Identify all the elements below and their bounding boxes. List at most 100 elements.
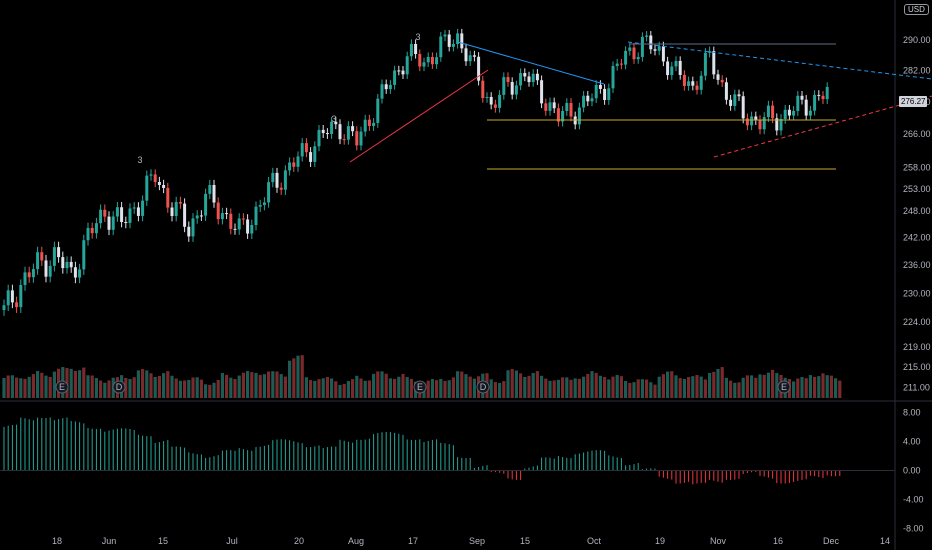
candle-body	[598, 84, 602, 89]
candle-body	[716, 74, 720, 80]
currency-badge[interactable]: USD	[904, 4, 929, 15]
volume-bar	[712, 371, 716, 398]
date-tick-label: 19	[655, 536, 665, 546]
candle-body	[195, 215, 199, 219]
candle-body	[250, 225, 254, 234]
volume-bar	[141, 369, 145, 398]
volume-bar	[569, 379, 573, 398]
candle-body	[615, 63, 619, 67]
volume-bar	[460, 371, 464, 398]
candle-body	[472, 55, 476, 57]
volume-bar	[439, 378, 443, 398]
volume-bar	[317, 379, 321, 398]
volume-bar	[720, 367, 724, 398]
candle-body	[128, 208, 132, 223]
event-badge-label: D	[480, 382, 487, 392]
volume-bar	[82, 367, 86, 398]
candle-body	[808, 110, 812, 116]
volume-bar	[682, 378, 686, 398]
candle-body	[52, 247, 56, 266]
candle-body	[787, 109, 791, 116]
candle-body	[246, 219, 250, 234]
event-badge	[413, 380, 427, 394]
candle-body	[355, 131, 359, 146]
candle-body	[426, 56, 430, 63]
candle-body	[531, 73, 535, 83]
volume-bar	[838, 380, 842, 398]
volume-bar	[187, 379, 191, 398]
candle-body	[477, 56, 481, 81]
osc-tick-label: 8.00	[903, 407, 921, 417]
candle-body	[414, 43, 418, 55]
volume-bar	[246, 371, 250, 398]
volume-bar	[48, 376, 52, 398]
volume-bar	[603, 376, 607, 398]
volume-bar	[456, 371, 460, 398]
price-tick-label: 258.00	[903, 163, 931, 173]
volume-bar	[535, 371, 539, 398]
volume-bar	[178, 380, 182, 398]
volume-bar	[834, 378, 838, 398]
candle-body	[813, 94, 817, 111]
candle-body	[594, 84, 598, 99]
candle-body	[107, 216, 111, 230]
candle-body	[695, 85, 699, 90]
date-tick-label: 15	[520, 536, 530, 546]
volume-bar	[796, 378, 800, 398]
volume-bar	[262, 374, 266, 398]
candle-body	[687, 81, 691, 86]
date-tick-label: 16	[773, 536, 783, 546]
candle-body	[544, 103, 548, 111]
date-tick-label: 15	[158, 536, 168, 546]
candle-body	[241, 218, 245, 220]
candle-body	[691, 81, 695, 86]
volume-bar	[10, 375, 14, 398]
candle-body	[636, 56, 640, 60]
candle-body	[187, 226, 191, 237]
candle-body	[552, 102, 556, 109]
volume-bar	[628, 382, 632, 398]
volume-bar	[800, 377, 804, 398]
candle-body	[376, 98, 380, 123]
candle-body	[288, 162, 292, 171]
volume-bar	[745, 375, 749, 398]
osc-tick-label: -8.00	[903, 524, 924, 534]
volume-bar	[565, 377, 569, 398]
candle-body	[94, 223, 98, 234]
volume-bar	[577, 378, 581, 398]
candle-body	[342, 139, 346, 141]
volume-bar	[636, 379, 640, 398]
volume-bar	[250, 372, 254, 398]
candle-body	[111, 216, 115, 230]
osc-tick-label: -4.00	[903, 495, 924, 505]
volume-bar	[716, 368, 720, 398]
candle-body	[779, 118, 783, 131]
volume-bar	[321, 378, 325, 398]
volume-bar	[153, 376, 157, 398]
volume-bar	[443, 380, 447, 398]
volume-bar	[598, 375, 602, 398]
candle-body	[737, 94, 741, 97]
candle-body	[132, 207, 136, 209]
candle-body	[279, 187, 283, 190]
volume-bar	[94, 378, 98, 398]
volume-bar	[367, 380, 371, 398]
candle-body	[800, 95, 804, 100]
candle-body	[19, 285, 23, 308]
candle-body	[439, 36, 443, 58]
volume-bar	[359, 378, 363, 398]
candle-body	[804, 99, 808, 116]
price-tick-label: 282.00	[903, 65, 931, 75]
volume-bar	[136, 370, 140, 398]
candle-body	[258, 205, 262, 207]
candle-body	[493, 104, 497, 108]
event-badge-label: E	[417, 382, 423, 392]
event-badge-label: E	[59, 382, 65, 392]
candle-body	[548, 102, 552, 111]
volume-bar	[649, 382, 653, 398]
volume-bar	[204, 384, 208, 398]
candle-body	[136, 207, 140, 216]
volume-bar	[279, 374, 283, 398]
volume-bar	[23, 378, 27, 398]
candle-body	[556, 108, 560, 122]
